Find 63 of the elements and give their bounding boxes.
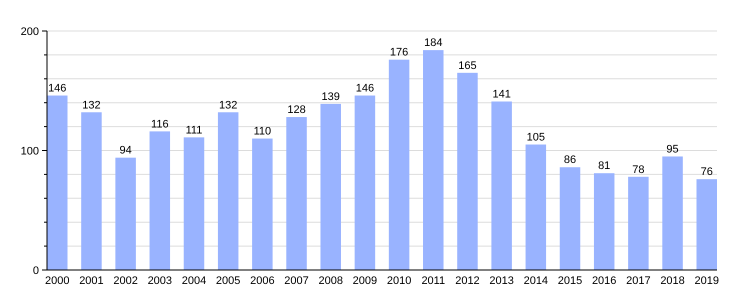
- data-label: 95: [666, 143, 679, 156]
- bar: [423, 50, 444, 270]
- bar: [47, 96, 68, 270]
- x-tick-label: 2009: [352, 275, 378, 287]
- data-label: 139: [322, 90, 340, 103]
- x-tick-label: 2006: [250, 275, 275, 287]
- data-label: 86: [564, 154, 576, 166]
- bar: [354, 96, 376, 270]
- x-tick-label: 2018: [660, 275, 685, 287]
- bar: [218, 112, 238, 270]
- bar: [696, 179, 717, 270]
- x-tick-label: 2002: [113, 275, 138, 287]
- x-tick-label: 2005: [216, 275, 240, 287]
- bar: [252, 138, 273, 270]
- bar: [320, 104, 341, 270]
- data-label: 141: [492, 88, 511, 101]
- bar: [662, 156, 683, 270]
- x-tick-label: 2003: [148, 275, 172, 287]
- data-label: 94: [119, 144, 132, 157]
- data-label: 146: [356, 82, 374, 95]
- bar: [526, 144, 546, 270]
- x-tick-label: 2011: [421, 275, 446, 287]
- data-label: 81: [598, 160, 610, 172]
- x-tick-label: 2013: [489, 275, 514, 287]
- bar: [628, 176, 649, 270]
- y-tick-label: 100: [20, 145, 39, 158]
- bar: [457, 72, 478, 270]
- bar: [81, 112, 102, 270]
- x-tick-label: 2012: [455, 275, 480, 287]
- x-tick-label: 2019: [694, 275, 719, 287]
- x-tick-label: 2015: [558, 275, 582, 287]
- x-tick-label: 2000: [45, 275, 70, 287]
- data-label: 78: [632, 164, 645, 176]
- data-label: 146: [48, 82, 66, 95]
- x-tick-label: 2008: [318, 275, 343, 287]
- x-tick-label: 2001: [79, 275, 104, 287]
- data-label: 76: [700, 166, 713, 178]
- data-label: 111: [186, 124, 202, 136]
- data-label: 116: [151, 118, 169, 130]
- x-tick-label: 2004: [182, 275, 206, 287]
- x-tick-label: 2010: [386, 275, 412, 287]
- data-label: 128: [287, 104, 306, 116]
- x-tick-label: 2007: [284, 275, 309, 287]
- x-tick-label: 2016: [592, 275, 616, 287]
- bar: [491, 102, 512, 270]
- data-label: 105: [526, 132, 546, 144]
- y-tick-label: 0: [32, 264, 39, 277]
- bar: [594, 173, 614, 270]
- data-label: 132: [218, 99, 238, 112]
- data-label: 176: [390, 46, 408, 59]
- x-tick-label: 2014: [524, 275, 548, 287]
- data-label: 165: [458, 60, 477, 72]
- x-tick-label: 2017: [626, 275, 651, 287]
- bar: [184, 137, 204, 270]
- bar: [150, 131, 170, 270]
- bar: [286, 117, 307, 270]
- bar: [560, 167, 580, 270]
- data-label: 110: [254, 126, 272, 138]
- data-label: 132: [82, 99, 101, 112]
- bar: [388, 60, 410, 270]
- data-label: 184: [424, 37, 442, 50]
- bar: [115, 158, 136, 270]
- y-tick-label: 200: [20, 26, 39, 38]
